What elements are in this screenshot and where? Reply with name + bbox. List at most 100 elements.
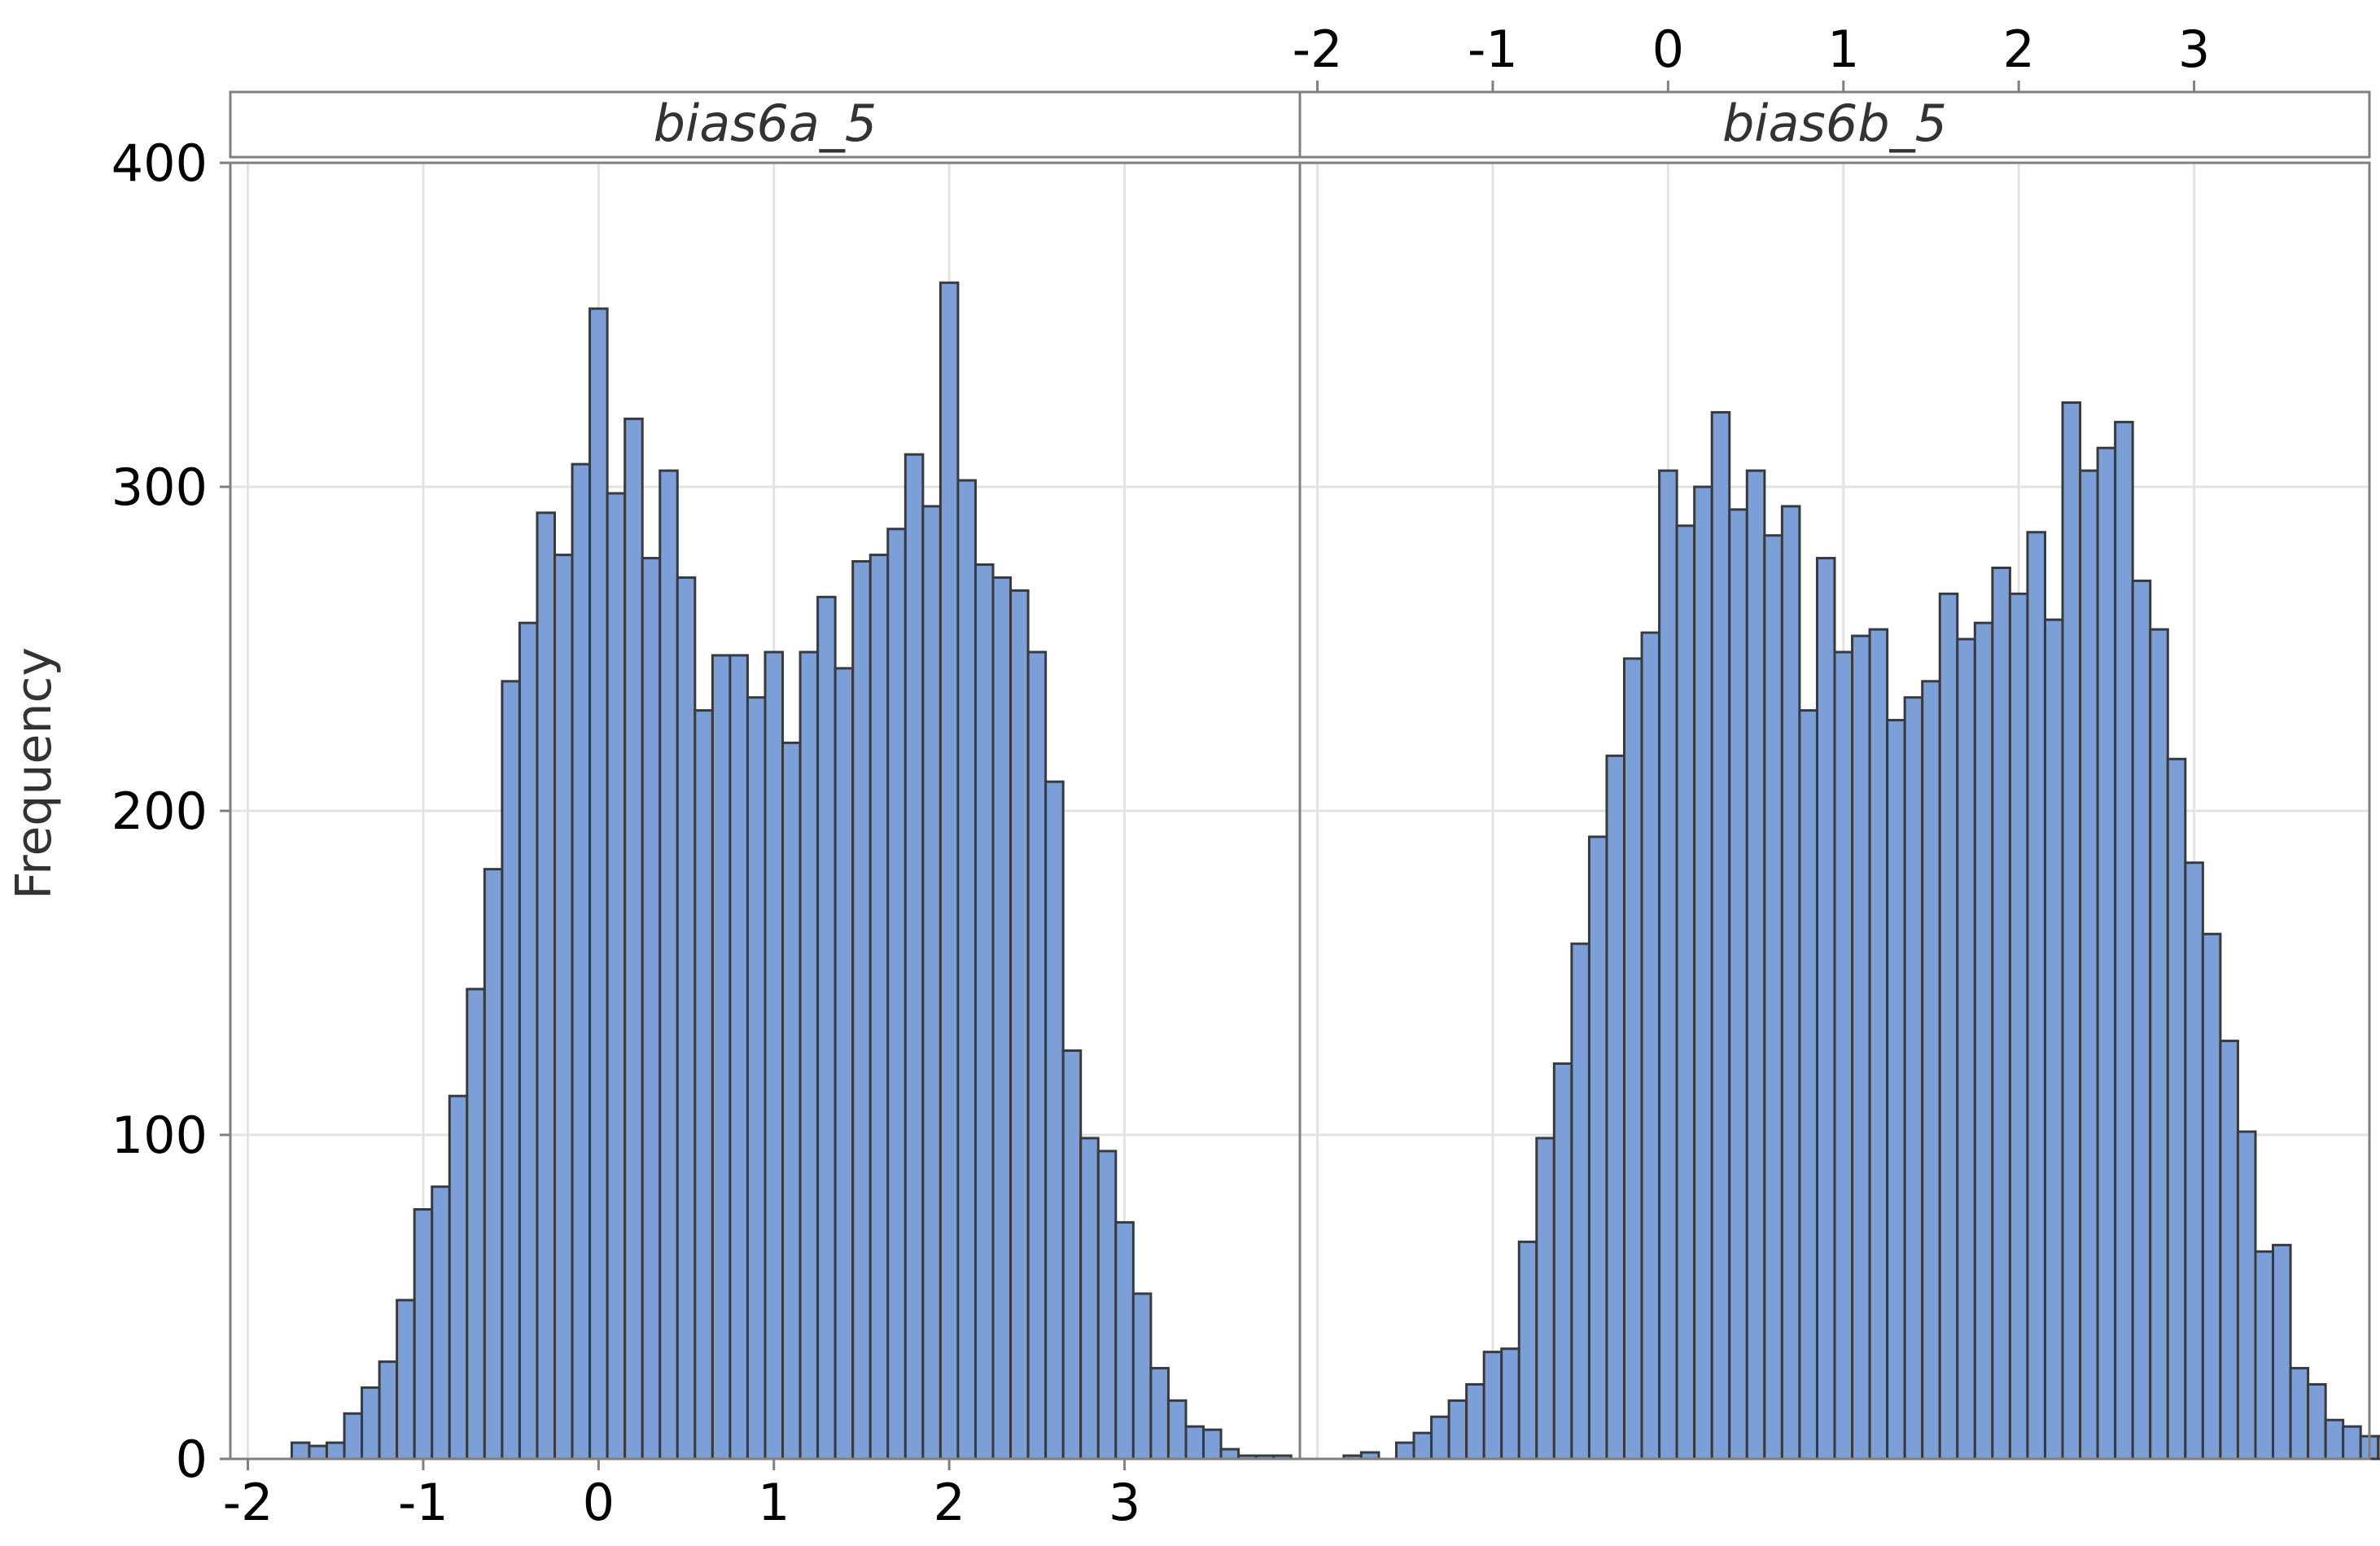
histogram-bar bbox=[1412, 1431, 1433, 1461]
histogram-bar bbox=[1763, 534, 1783, 1461]
histogram-bar bbox=[1710, 410, 1731, 1461]
histogram-bar bbox=[2166, 757, 2187, 1461]
histogram-bar bbox=[588, 307, 609, 1461]
x-tick-label: -1 bbox=[1468, 20, 1518, 79]
histogram-bar bbox=[1938, 592, 1959, 1461]
histogram-bar bbox=[1956, 637, 1976, 1461]
histogram-bar bbox=[1184, 1425, 1205, 1461]
histogram-bar bbox=[1465, 1382, 1485, 1461]
histogram-bar bbox=[2026, 531, 2046, 1461]
histogram-bar bbox=[1605, 754, 1626, 1461]
histogram-bar bbox=[1921, 680, 1941, 1461]
histogram-bar bbox=[413, 1208, 434, 1461]
histogram-bar bbox=[325, 1441, 346, 1461]
histogram-bar bbox=[1833, 650, 1854, 1461]
histogram-bar bbox=[1868, 628, 1889, 1461]
histogram-bar bbox=[1535, 1137, 1555, 1461]
histogram-bar bbox=[2008, 592, 2029, 1461]
histogram-bar bbox=[431, 1185, 451, 1461]
histogram-bar bbox=[1131, 1292, 1153, 1461]
histogram-bar bbox=[2219, 1040, 2239, 1461]
histogram-bar bbox=[693, 709, 714, 1461]
histogram-bar bbox=[396, 1299, 416, 1461]
y-tick-label: 200 bbox=[112, 782, 208, 841]
panel-frames bbox=[220, 81, 2371, 1470]
histogram-bar bbox=[448, 1094, 469, 1461]
histogram-bar bbox=[2079, 469, 2099, 1461]
histogram-bar bbox=[2307, 1382, 2327, 1461]
histogram-bar bbox=[2289, 1367, 2310, 1461]
histogram-bar bbox=[1517, 1240, 1538, 1461]
histogram-bar bbox=[2201, 932, 2222, 1461]
histogram-bar bbox=[1675, 524, 1696, 1461]
histogram-bar bbox=[361, 1386, 381, 1461]
histogram-bar bbox=[501, 680, 521, 1461]
histogram-bar bbox=[553, 554, 574, 1461]
histogram-bar bbox=[1394, 1441, 1415, 1461]
histogram-bar bbox=[1570, 942, 1590, 1461]
histogram-bar bbox=[1202, 1428, 1223, 1461]
histogram-bar bbox=[1447, 1399, 1468, 1461]
histogram-bar bbox=[1149, 1367, 1170, 1461]
histogram-bar bbox=[641, 557, 662, 1461]
x-tick-label: 3 bbox=[2178, 20, 2210, 79]
x-tick-label: 2 bbox=[933, 1473, 965, 1532]
histogram-bar bbox=[536, 511, 557, 1461]
histogram-bar bbox=[1166, 1399, 1188, 1461]
histogram-bar bbox=[2254, 1250, 2275, 1461]
histogram-bar bbox=[973, 563, 995, 1461]
panel-strip bbox=[1298, 90, 2371, 159]
histogram-bar bbox=[2184, 861, 2204, 1461]
histogram-bar bbox=[658, 469, 679, 1461]
x-tick-label: 1 bbox=[1827, 20, 1859, 79]
histogram-bar bbox=[1815, 557, 1836, 1461]
histogram-bar bbox=[2096, 446, 2117, 1461]
histogram-bar bbox=[1114, 1220, 1135, 1461]
histogram-bar bbox=[921, 505, 942, 1461]
histogram-bar bbox=[1728, 508, 1748, 1461]
histogram-bar bbox=[868, 554, 890, 1461]
histogram-bar bbox=[518, 621, 539, 1461]
histogram-bar bbox=[1991, 567, 2011, 1461]
histogram-bar bbox=[2324, 1418, 2345, 1461]
histogram-bar bbox=[833, 667, 855, 1461]
histogram-bar bbox=[2149, 628, 2169, 1461]
histogram-bar bbox=[2114, 420, 2134, 1461]
histogram-bar bbox=[781, 741, 802, 1461]
histogram-bar bbox=[1061, 1049, 1083, 1461]
y-axis-title: Frequency bbox=[6, 647, 63, 900]
histogram-bar bbox=[1658, 469, 1678, 1461]
histogram-bar bbox=[1430, 1415, 1450, 1461]
panel-title: bias6b_5 bbox=[1722, 94, 1947, 153]
histogram-bar bbox=[851, 560, 872, 1461]
histogram-bar bbox=[903, 453, 925, 1461]
axis-labels: 0 100 200 300 400 bias6a_5 -2 -1 0 1 2 3 bias6b_5 -2 -… bbox=[112, 20, 2211, 1532]
histogram-bar bbox=[308, 1444, 328, 1461]
x-tick-label: -2 bbox=[223, 1473, 273, 1532]
histogram-bar bbox=[763, 650, 785, 1461]
plot-frame bbox=[1298, 161, 2371, 1461]
y-tick-label: 300 bbox=[112, 458, 208, 517]
x-tick-label: -1 bbox=[398, 1473, 448, 1532]
panel-title: bias6a_5 bbox=[654, 94, 877, 153]
y-tick-label: 0 bbox=[176, 1430, 208, 1489]
histogram-bar bbox=[1623, 657, 1643, 1461]
x-tick-label: -2 bbox=[1293, 20, 1343, 79]
histogram-bar bbox=[2236, 1130, 2257, 1461]
histogram-bar bbox=[1044, 780, 1065, 1461]
histogram-bar bbox=[1009, 589, 1030, 1461]
histogram-bar bbox=[571, 462, 592, 1461]
x-tick-label: 1 bbox=[758, 1473, 790, 1532]
histogram-bar bbox=[2043, 618, 2064, 1461]
histogram-bar bbox=[378, 1360, 399, 1461]
histogram-bar bbox=[1640, 631, 1661, 1461]
histogram-bar bbox=[466, 988, 486, 1461]
histogram-bar bbox=[1745, 469, 1766, 1461]
histogram-bar bbox=[886, 528, 907, 1461]
histogram-bar bbox=[290, 1441, 311, 1461]
x-tick-label: 2 bbox=[2002, 20, 2034, 79]
histogram-bar bbox=[1079, 1137, 1100, 1461]
histogram-bar bbox=[1096, 1150, 1118, 1461]
histogram-bar bbox=[938, 281, 960, 1461]
histogram-bar bbox=[1026, 650, 1048, 1461]
